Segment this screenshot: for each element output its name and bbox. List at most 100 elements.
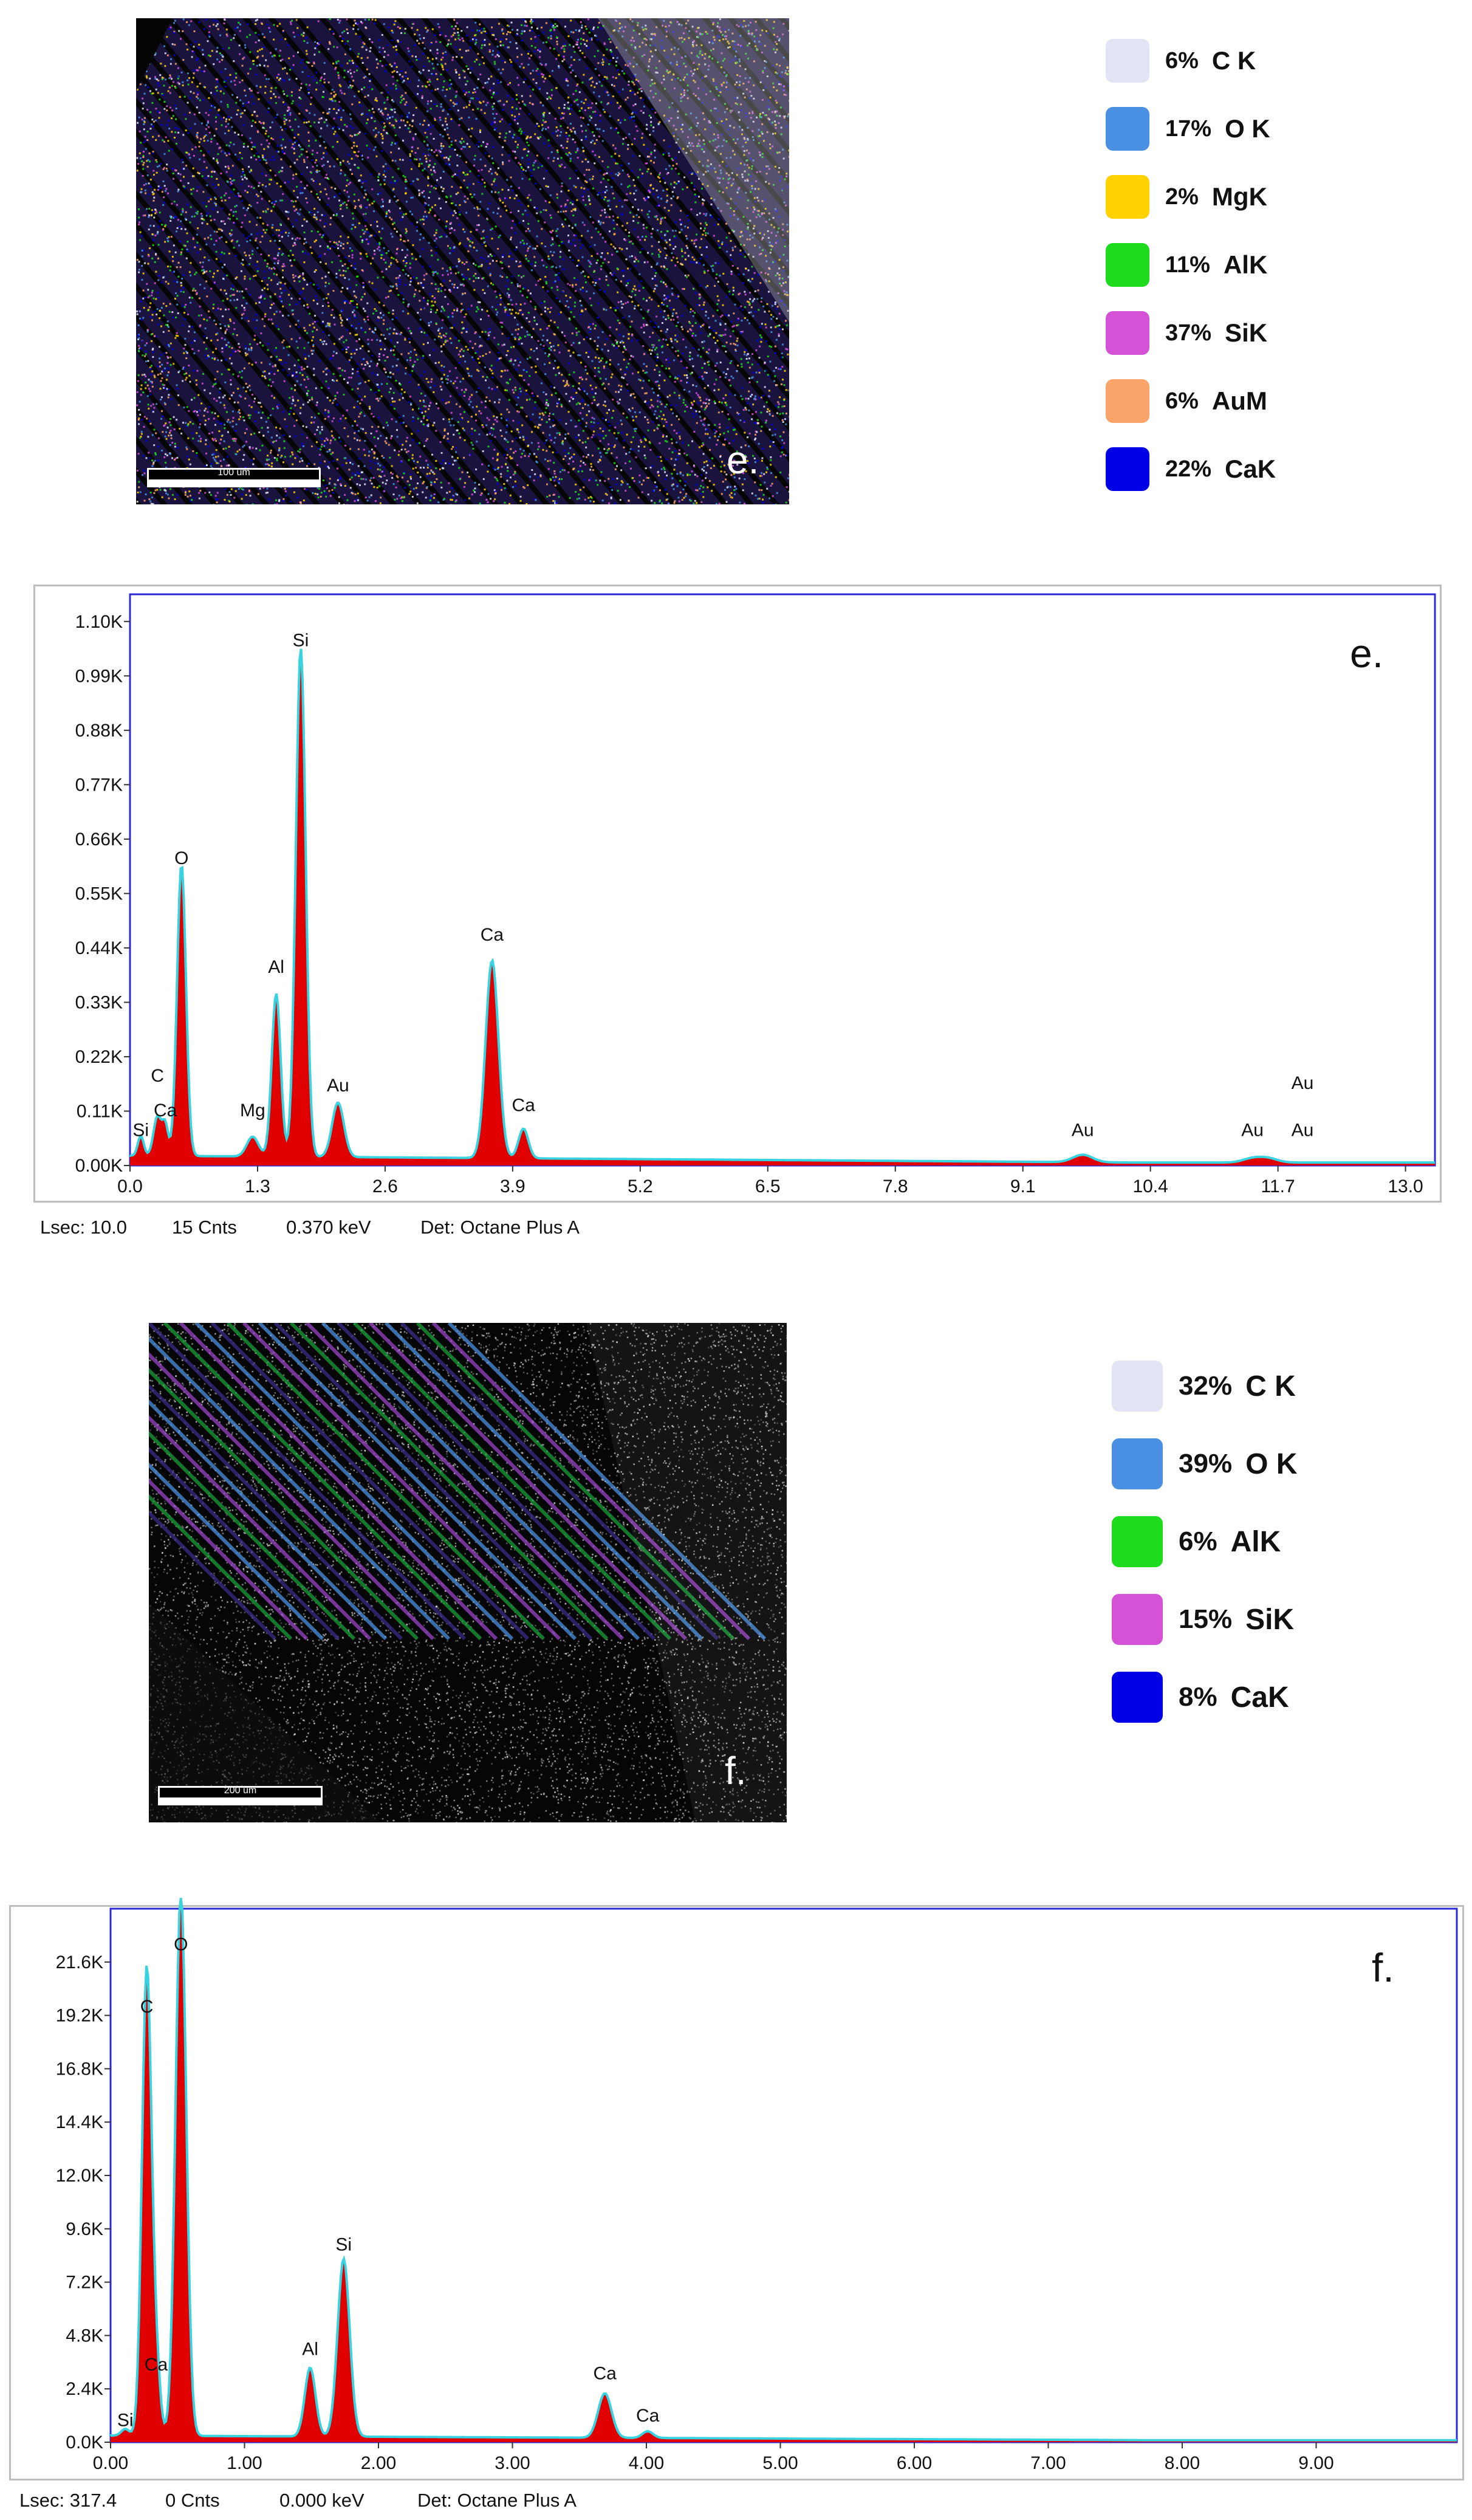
scale-bar-e: 100 um	[147, 467, 321, 487]
legend-e-item: 17% O K	[1106, 105, 1270, 153]
eds-map-f: 200 um f.	[149, 1323, 787, 1822]
peak-label: O	[174, 1934, 188, 1954]
y-tick-label: 16.8K	[56, 2059, 103, 2079]
peak-label: Ca	[593, 2364, 617, 2384]
legend-e-percent: 17%	[1165, 116, 1211, 142]
legend-f-element: O K	[1245, 1447, 1297, 1481]
legend-e-swatch	[1106, 243, 1149, 287]
legend-f: 32% C K 39% O K 6% AlK 15% SiK 8% CaK	[1112, 1359, 1452, 1754]
legend-e-percent: 6%	[1165, 48, 1199, 74]
legend-e-item: 11% AlK	[1106, 241, 1267, 289]
peak-label: Ca	[481, 925, 504, 945]
x-tick-label: 5.2	[628, 1176, 653, 1196]
y-tick-label: 1.10K	[75, 612, 123, 632]
x-tick-label: 0.0	[117, 1176, 143, 1196]
footer-detector: Det: Octane Plus A	[420, 1217, 580, 1238]
peak-label: C	[151, 1066, 164, 1086]
peak-label: Ca	[145, 2355, 168, 2375]
y-tick-label: 0.11K	[77, 1101, 123, 1121]
y-tick-label: 0.00K	[75, 1156, 123, 1176]
y-tick-label: 7.2K	[66, 2273, 103, 2293]
y-tick-label: 0.0K	[66, 2432, 103, 2453]
legend-e-element: SiK	[1225, 318, 1267, 348]
footer-lsec: Lsec: 317.4	[19, 2490, 117, 2511]
spectrum-line	[109, 1898, 1457, 2442]
y-tick-label: 21.6K	[56, 1952, 103, 1972]
legend-f-item: 8% CaK	[1112, 1670, 1289, 1724]
legend-f-element: AlK	[1231, 1525, 1281, 1559]
panel-letter-e-map: e.	[727, 438, 759, 482]
eds-map-e-image	[136, 18, 789, 504]
x-tick-label: 3.00	[495, 2453, 530, 2473]
peak-label: Al	[268, 957, 284, 977]
spectrum-line	[129, 648, 1435, 1164]
x-tick-label: 7.8	[883, 1176, 908, 1196]
y-tick-label: 0.88K	[75, 721, 123, 741]
legend-e-element: C K	[1212, 46, 1256, 75]
eds-map-f-image	[149, 1323, 787, 1822]
peak-label: Au	[327, 1076, 349, 1096]
x-tick-label: 2.6	[372, 1176, 398, 1196]
y-tick-label: 0.99K	[75, 666, 123, 686]
panel-letter: f.	[1372, 1945, 1394, 1990]
x-tick-label: 11.7	[1261, 1176, 1295, 1196]
peak-label: Mg	[240, 1100, 265, 1121]
legend-e-percent: 2%	[1165, 184, 1199, 210]
peak-label: C	[140, 1997, 154, 2017]
footer-kev: 0.370 keV	[286, 1217, 371, 1238]
legend-e-element: AuM	[1212, 386, 1267, 416]
spectrum-e-chart: 0.00K 0.11K 0.22K 0.33K 0.44K 0.55K 0.66K 0.77K…	[75, 593, 1436, 1196]
legend-f-element: CaK	[1231, 1681, 1289, 1714]
legend-f-percent: 32%	[1179, 1371, 1232, 1401]
x-tick-label: 5.00	[762, 2453, 798, 2473]
footer-lsec: Lsec: 10.0	[40, 1217, 127, 1238]
y-tick-label: 19.2K	[56, 2006, 103, 2026]
x-tick-label: 10.4	[1132, 1176, 1168, 1196]
panel-letter-f-map: f.	[725, 1748, 747, 1793]
legend-e-swatch	[1106, 39, 1149, 83]
peak-label: Al	[302, 2339, 318, 2359]
legend-f-element: SiK	[1245, 1603, 1294, 1636]
scale-bar-f: 200 um	[158, 1785, 323, 1805]
spectrum-fill	[111, 1898, 1457, 2442]
y-tick-label: 0.66K	[75, 829, 123, 850]
y-tick-label: 9.6K	[66, 2219, 103, 2239]
peak-label: Ca	[154, 1100, 177, 1121]
legend-e-item: 2% MgK	[1106, 173, 1267, 221]
legend-e-percent: 11%	[1165, 252, 1210, 278]
legend-e-element: O K	[1225, 114, 1270, 143]
peak-label: O	[174, 848, 188, 868]
y-tick-label: 0.33K	[75, 992, 123, 1012]
legend-f-percent: 39%	[1179, 1449, 1232, 1479]
footer-detector: Det: Octane Plus A	[417, 2490, 577, 2511]
y-tick-label: 4.8K	[66, 2326, 103, 2346]
legend-e-item: 22% CaK	[1106, 445, 1276, 493]
x-tick-label: 3.9	[500, 1176, 525, 1196]
legend-f-item: 6% AlK	[1112, 1515, 1281, 1568]
legend-e-percent: 22%	[1165, 456, 1211, 482]
panel-letter: e.	[1350, 631, 1383, 676]
legend-f-swatch	[1112, 1438, 1163, 1489]
legend-f-swatch	[1112, 1594, 1163, 1645]
legend-e-element: AlK	[1224, 250, 1267, 280]
spectrum-e-frame	[33, 585, 1442, 1203]
legend-f-percent: 8%	[1179, 1682, 1217, 1712]
eds-map-e: 100 um e.	[136, 18, 789, 504]
peak-label: Si	[335, 2234, 352, 2254]
x-tick-label: 13.0	[1388, 1176, 1423, 1196]
legend-f-item: 32% C K	[1112, 1359, 1296, 1413]
legend-e-item: 6% AuM	[1106, 377, 1267, 425]
legend-e-percent: 37%	[1165, 320, 1211, 346]
x-tick-label: 6.00	[897, 2453, 932, 2473]
peak-label: Ca	[512, 1096, 535, 1116]
peak-label: Si	[132, 1120, 149, 1140]
legend-f-swatch	[1112, 1672, 1163, 1723]
footer-counts: 0 Cnts	[165, 2490, 220, 2511]
peak-label: Au	[1072, 1120, 1094, 1140]
y-tick-label: 0.77K	[75, 775, 123, 795]
scale-bar-e-label: 100 um	[149, 467, 319, 478]
footer-kev: 0.000 keV	[279, 2490, 365, 2511]
x-tick-label: 8.00	[1165, 2453, 1200, 2473]
y-tick-label: 2.4K	[66, 2379, 103, 2399]
legend-e-element: CaK	[1225, 455, 1276, 484]
